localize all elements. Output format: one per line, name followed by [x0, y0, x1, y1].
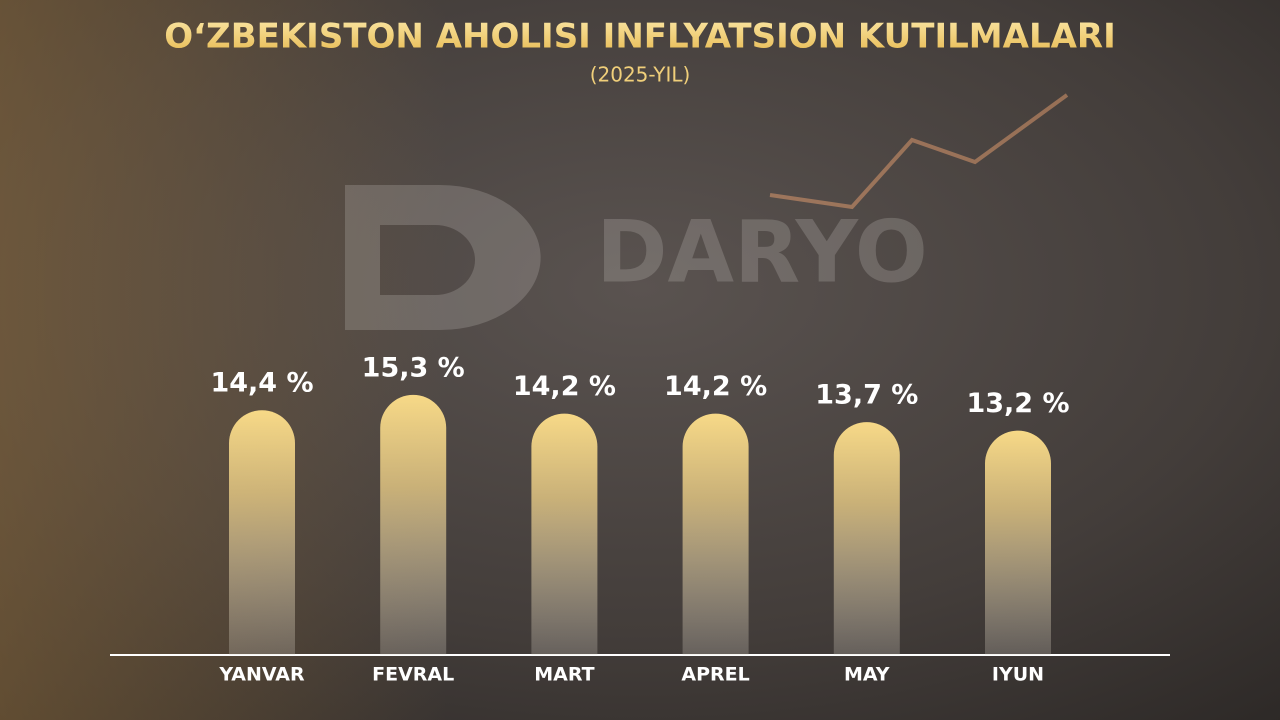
bar [229, 410, 295, 655]
x-tick-label: MART [534, 664, 594, 686]
bar [531, 413, 598, 655]
x-tick-label: MAY [844, 664, 890, 686]
value-label: 15,3 % [362, 352, 465, 383]
chart-subtitle: (2025-YIL) [590, 63, 691, 87]
watermark-logo [345, 185, 541, 330]
decor-line [769, 93, 1069, 210]
value-label: 14,2 % [513, 371, 616, 402]
x-tick-label: YANVAR [218, 664, 305, 686]
bar-cap [229, 410, 295, 414]
value-label: 14,4 % [210, 368, 313, 399]
bar [985, 430, 1051, 655]
watermark: DARYO [596, 202, 928, 302]
x-tick-label: APREL [681, 664, 749, 686]
bar-cap [531, 414, 597, 418]
chart-title: O‘ZBEKISTON AHOLISI INFLYATSION KUTILMAL… [164, 17, 1116, 57]
value-label: 13,2 % [966, 388, 1069, 419]
bar-cap [380, 395, 446, 399]
bar [380, 394, 447, 655]
bar-cap [985, 431, 1051, 435]
x-tick-label: IYUN [992, 664, 1044, 686]
bar [682, 413, 749, 655]
value-label: 14,2 % [664, 371, 767, 402]
bar-cap [683, 414, 749, 418]
bar-cap [834, 422, 900, 426]
x-tick-label: FEVRAL [372, 664, 454, 686]
bar [833, 422, 900, 655]
value-label: 13,7 % [815, 380, 918, 411]
